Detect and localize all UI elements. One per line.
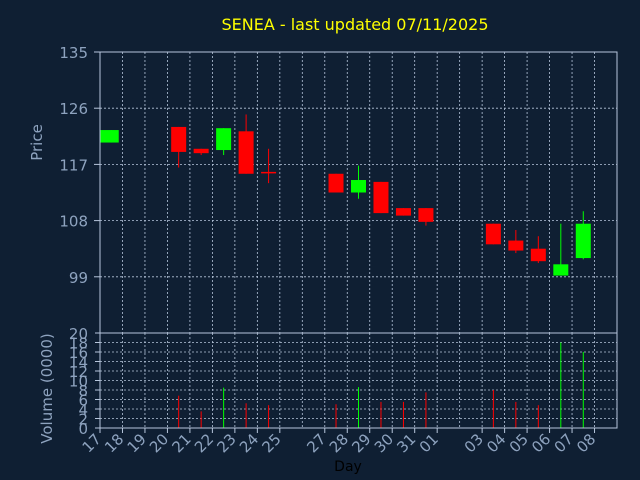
volume-tick-label: 20: [69, 325, 88, 343]
candle-body: [508, 240, 524, 251]
volume-tick-label: 8: [78, 382, 88, 400]
candle-body: [261, 171, 277, 174]
chart-title: SENEA - last updated 07/11/2025: [221, 15, 488, 34]
candle-body: [553, 264, 569, 276]
volume-panel-frame: [99, 332, 618, 429]
volume-tick-label: 4: [78, 401, 88, 419]
volume-axis-label: Volume (0000): [38, 333, 56, 443]
volume-bars: [178, 342, 584, 428]
price-tick-label: 108: [59, 213, 88, 231]
price-axis-ticks: 99 108 117 126 135: [59, 44, 100, 287]
candle-body: [193, 148, 209, 154]
candle-body: [328, 173, 344, 193]
candle-body: [216, 128, 232, 151]
volume-tick-label: 2: [78, 411, 88, 429]
day-tick-label: 01: [416, 430, 442, 456]
price-tick-label: 99: [69, 269, 88, 287]
volume-tick-label: 12: [69, 363, 88, 381]
price-tick-label: 126: [59, 100, 88, 118]
candle-body: [238, 131, 254, 174]
candle-body: [395, 208, 411, 216]
volume-tick-label: 16: [69, 344, 88, 362]
day-tick-label: 25: [258, 430, 284, 456]
price-grid: [100, 52, 617, 333]
candle-body: [373, 181, 389, 214]
candle-body: [530, 248, 546, 262]
candle-body: [351, 180, 366, 193]
candle-body: [418, 208, 434, 222]
volume-tick-label: 0: [78, 420, 88, 438]
day-tick-label: 08: [573, 430, 599, 456]
volume-tick-label: 18: [69, 335, 88, 353]
candle-body: [575, 223, 591, 259]
volume-tick-label: 10: [69, 373, 88, 391]
day-axis-label: Day: [334, 459, 362, 475]
candle-body: [100, 130, 119, 143]
price-tick-label: 117: [59, 156, 88, 174]
candle-body: [485, 223, 501, 245]
volume-tick-label: 6: [78, 392, 88, 410]
price-tick-label: 135: [59, 44, 88, 62]
price-axis-label: Price: [28, 124, 46, 161]
candle-body: [171, 126, 187, 152]
volume-tick-label: 14: [69, 354, 88, 372]
price-candles: [100, 114, 591, 276]
